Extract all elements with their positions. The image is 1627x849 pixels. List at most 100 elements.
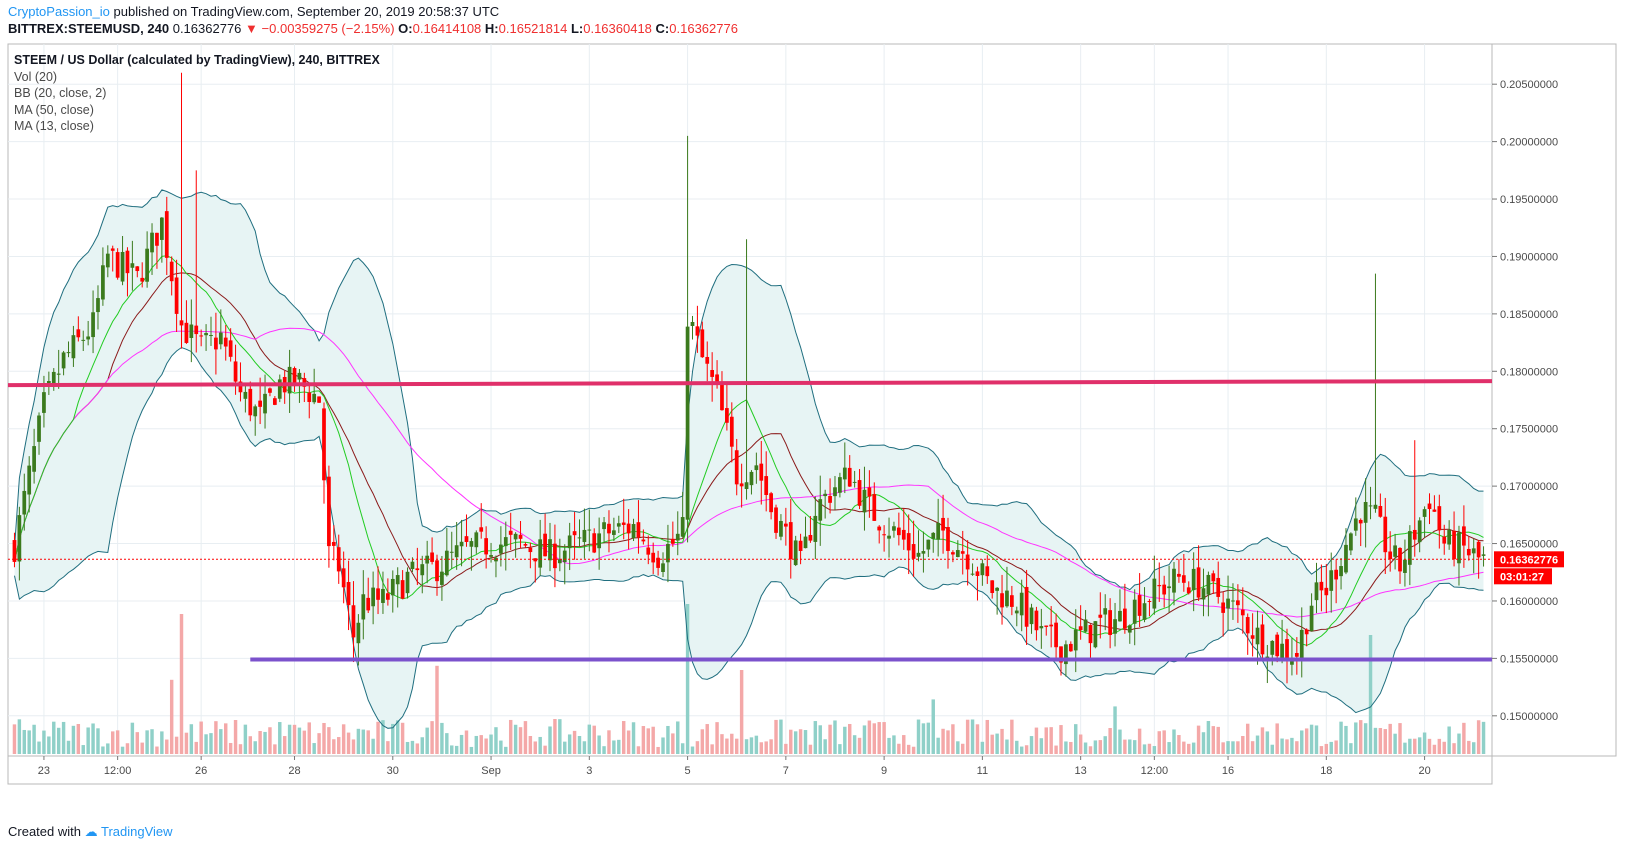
- volume-bar: [499, 740, 503, 754]
- candle-body: [1250, 635, 1255, 639]
- candle-body: [1299, 629, 1304, 659]
- candle-body: [1103, 608, 1108, 615]
- candle: [32, 428, 36, 484]
- candle-body: [685, 326, 690, 520]
- tradingview-brand[interactable]: TradingView: [101, 824, 173, 839]
- volume-bar: [1241, 736, 1245, 754]
- legend-ma50[interactable]: MA (50, close): [14, 102, 94, 117]
- author-link[interactable]: CryptoPassion_io: [8, 4, 110, 19]
- volume-bar: [739, 670, 744, 754]
- volume-bar: [474, 735, 479, 754]
- volume-bar: [1290, 737, 1294, 754]
- candle-body: [179, 320, 184, 326]
- volume-bar: [435, 665, 439, 754]
- price-axis[interactable]: [1491, 43, 1617, 757]
- candle-body: [587, 529, 592, 531]
- candle-body: [833, 487, 837, 497]
- candle-body: [258, 400, 262, 407]
- candle: [110, 245, 115, 272]
- volume-bar: [1368, 635, 1373, 754]
- volume-bar: [1162, 730, 1166, 754]
- candle: [454, 522, 459, 570]
- volume-bar: [160, 731, 164, 754]
- candle: [415, 547, 420, 586]
- candle-body: [140, 277, 145, 282]
- candle-body: [548, 539, 552, 561]
- candle: [538, 519, 543, 576]
- candle: [1137, 573, 1142, 628]
- candle-body: [1113, 619, 1117, 634]
- candle: [17, 506, 22, 581]
- volume-bar: [1476, 720, 1481, 754]
- candle: [508, 512, 513, 551]
- volume-bar: [626, 730, 631, 754]
- volume-bar: [1452, 743, 1456, 754]
- candle: [1000, 574, 1004, 625]
- volume-bar: [169, 679, 174, 754]
- candle-body: [823, 493, 828, 497]
- candle: [1476, 540, 1481, 579]
- candle: [543, 513, 547, 557]
- volume-bar: [273, 744, 277, 754]
- candle: [1029, 603, 1034, 634]
- legend-ma13[interactable]: MA (13, close): [14, 119, 94, 133]
- publish-line: CryptoPassion_io published on TradingVie…: [8, 4, 499, 19]
- candle: [341, 551, 346, 604]
- candle-body: [263, 393, 267, 414]
- high-label: H:: [484, 21, 499, 36]
- volume-bar: [906, 744, 911, 754]
- candle: [115, 248, 120, 280]
- level-lines[interactable]: 0.16362776 03:01:27: [7, 379, 1564, 662]
- candle-body: [91, 312, 95, 338]
- x-tick-label: 12:00: [104, 765, 132, 777]
- candle-body: [61, 352, 66, 369]
- candle: [1191, 552, 1196, 612]
- candle-body: [690, 321, 695, 326]
- candle: [518, 520, 523, 549]
- volume-bar: [1265, 731, 1270, 754]
- volume-bar: [37, 741, 41, 754]
- candle: [1206, 571, 1211, 617]
- candle: [464, 514, 469, 547]
- volume-bar: [1113, 706, 1117, 754]
- volume-bar: [307, 722, 311, 754]
- candle: [101, 247, 105, 306]
- candle: [243, 384, 248, 413]
- candle-body: [272, 398, 277, 405]
- volume-bar: [813, 721, 818, 754]
- volume-bar: [1029, 736, 1034, 754]
- volume-bar: [238, 744, 243, 754]
- candle: [1319, 564, 1324, 612]
- legend-bb[interactable]: BB (20, close, 2): [14, 86, 107, 100]
- candle-body: [223, 337, 228, 347]
- volume-bars: [12, 604, 1486, 754]
- volume-bar: [1039, 738, 1044, 754]
- candle: [1427, 493, 1432, 525]
- volume-bar: [1049, 727, 1053, 754]
- candle: [838, 472, 842, 498]
- candle-body: [1093, 621, 1098, 648]
- ma13-line: [14, 255, 1484, 646]
- y-tick-label: 0.16000000: [1500, 596, 1558, 608]
- candle: [120, 236, 125, 286]
- volume-bar: [1054, 745, 1058, 754]
- volume-bar: [1437, 738, 1442, 754]
- candle: [81, 330, 86, 351]
- time-axis[interactable]: [7, 755, 1493, 785]
- volume-bar: [754, 735, 759, 754]
- candle: [56, 349, 61, 389]
- candle: [145, 231, 149, 288]
- candle-body: [1275, 634, 1280, 657]
- candle-body: [764, 476, 769, 495]
- candle: [769, 491, 773, 520]
- candle: [965, 540, 970, 586]
- candle-body: [798, 540, 803, 551]
- candle-body: [101, 265, 105, 300]
- volume-bar: [1467, 740, 1471, 754]
- legend-vol[interactable]: Vol (20): [14, 69, 58, 84]
- candle-body: [1265, 656, 1270, 659]
- volume-bar: [734, 738, 739, 754]
- volume-bar: [725, 738, 729, 754]
- candle-body: [400, 580, 405, 599]
